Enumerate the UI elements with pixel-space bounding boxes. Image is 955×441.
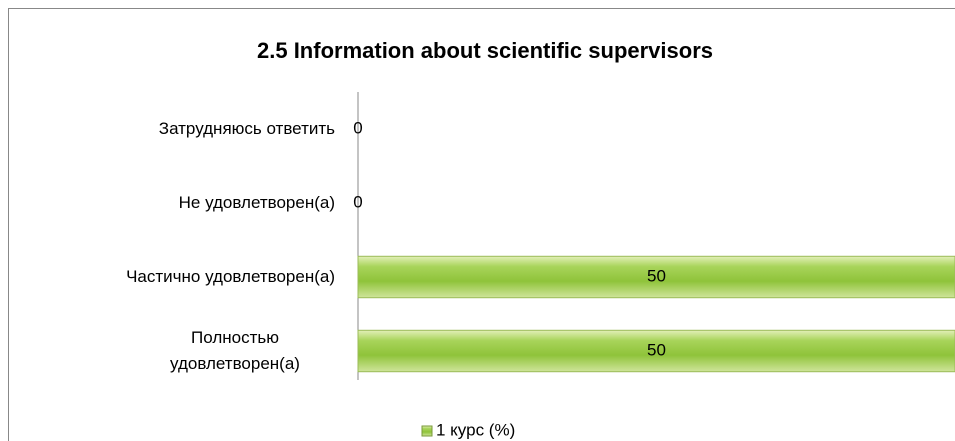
category-label: Полностью удовлетворен(а)	[170, 328, 300, 373]
category-label: Затрудняюсь ответить	[158, 119, 335, 138]
value-label: 50	[647, 340, 666, 359]
value-label: 0	[353, 192, 362, 211]
value-label: 0	[353, 118, 362, 137]
chart-title: 2.5 Information about scientific supervi…	[257, 38, 713, 63]
category-label: Частично удовлетворен(а)	[126, 267, 335, 286]
legend-label: 1 курс (%)	[436, 420, 515, 439]
value-label: 50	[647, 266, 666, 285]
bar	[357, 329, 955, 373]
bar	[357, 255, 955, 299]
legend-swatch	[421, 425, 433, 437]
category-label: Не удовлетворен(а)	[178, 193, 335, 212]
